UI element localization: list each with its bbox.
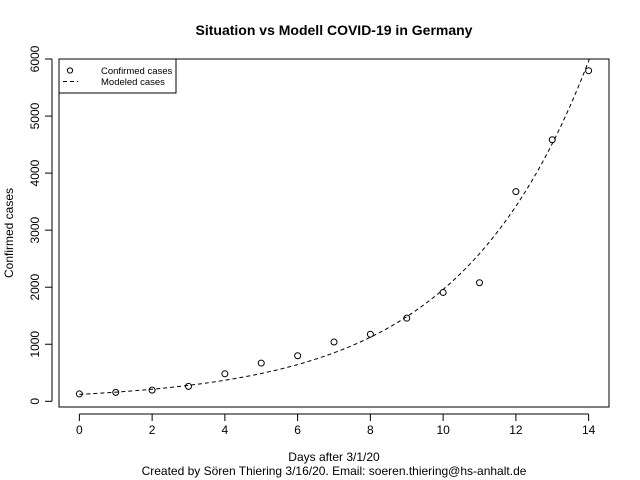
confirmed-cases-point — [148, 386, 156, 394]
y-tick-label: 4000 — [28, 159, 42, 186]
x-axis: 0 2 4 6 8 10 12 14 — [76, 413, 596, 437]
x-tick-label: 8 — [367, 423, 374, 437]
legend: Confirmed cases Modeled cases — [58, 58, 177, 94]
confirmed-cases-point — [221, 370, 229, 378]
y-tick-label: 6000 — [28, 45, 42, 72]
x-tick-label: 2 — [149, 423, 156, 437]
confirmed-cases-point — [439, 288, 447, 296]
confirmed-cases-point — [585, 67, 593, 75]
y-axis: 0 1000 2000 3000 4000 5000 6000 — [28, 45, 53, 405]
x-tick-label: 14 — [582, 423, 596, 437]
modeled-cases-line — [79, 59, 590, 395]
legend-label-modeled: Modeled cases — [101, 77, 165, 88]
confirmed-cases-point — [294, 352, 302, 360]
y-tick-label: 3000 — [28, 216, 42, 243]
y-tick-label: 5000 — [28, 102, 42, 129]
legend-box — [58, 58, 177, 94]
confirmed-cases-point — [476, 279, 484, 287]
plot-frame — [58, 58, 610, 408]
x-tick-label: 0 — [76, 423, 83, 437]
legend-label-confirmed: Confirmed cases — [101, 66, 173, 77]
x-tick-label: 6 — [294, 423, 301, 437]
plot-area — [75, 59, 593, 398]
confirmed-cases-point — [112, 388, 120, 396]
x-tick-label: 12 — [509, 423, 523, 437]
legend-marker-confirmed — [66, 67, 74, 74]
y-tick-label: 1000 — [28, 331, 42, 358]
confirmed-cases-point — [512, 188, 520, 196]
y-axis-label: Confirmed cases — [2, 188, 16, 278]
confirmed-cases-point — [330, 338, 338, 346]
y-tick-label: 0 — [28, 398, 42, 405]
x-tick-label: 4 — [222, 423, 229, 437]
y-tick-label: 2000 — [28, 274, 42, 301]
x-tick-label: 10 — [436, 423, 450, 437]
confirmed-cases-point — [257, 359, 265, 367]
chart-caption: Created by Sören Thiering 3/16/20. Email… — [142, 464, 527, 478]
confirmed-cases-point — [184, 382, 192, 390]
chart-title: Situation vs Modell COVID-19 in Germany — [196, 22, 473, 38]
confirmed-cases-point — [548, 136, 556, 144]
confirmed-cases-point — [366, 330, 374, 338]
x-axis-label: Days after 3/1/20 — [288, 450, 380, 464]
